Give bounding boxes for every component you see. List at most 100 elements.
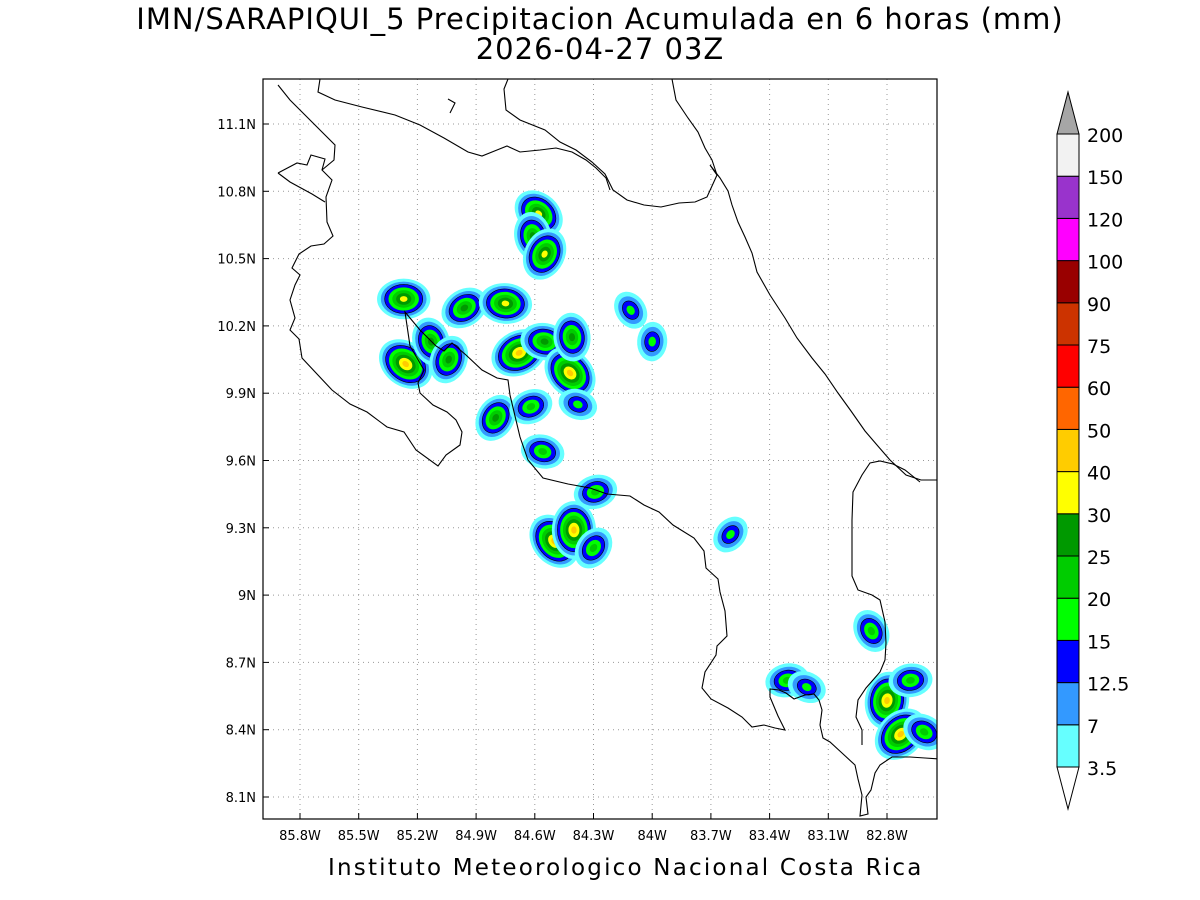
precip-cell bbox=[553, 312, 591, 362]
y-tick-label: 10.8N bbox=[217, 185, 256, 200]
graticule bbox=[263, 79, 937, 819]
contour-line bbox=[435, 343, 462, 376]
pacific-coastline bbox=[277, 154, 937, 817]
contour-line bbox=[567, 396, 588, 413]
colorbar-label: 7 bbox=[1087, 716, 1099, 738]
precip-contour bbox=[460, 304, 469, 312]
colorbar-label: 30 bbox=[1087, 505, 1111, 527]
precip-contour bbox=[906, 676, 915, 684]
x-tick-label: 84W bbox=[637, 829, 667, 844]
precip-contour bbox=[884, 696, 890, 705]
precip-contour bbox=[399, 296, 408, 302]
y-tick-label: 11.1N bbox=[217, 118, 256, 133]
colorbar-label: 120 bbox=[1087, 209, 1123, 231]
precip-contour bbox=[648, 336, 656, 347]
lake-nicaragua-shore bbox=[317, 79, 611, 191]
y-tick-label: 10.5N bbox=[217, 253, 256, 268]
contour-line bbox=[481, 402, 510, 434]
precip-cell bbox=[574, 527, 613, 569]
y-tick-label: 9.3N bbox=[226, 522, 256, 537]
colorbar-label: 3.5 bbox=[1087, 758, 1117, 780]
footer-credit: Instituto Meteorologico Nacional Costa R… bbox=[328, 855, 924, 881]
map-frame bbox=[262, 78, 938, 820]
colorbar-swatch bbox=[1056, 386, 1080, 430]
precip-cell bbox=[441, 287, 488, 329]
precip-contour bbox=[445, 355, 452, 364]
colorbar-arrow-high bbox=[1056, 90, 1080, 135]
precip-cell bbox=[888, 663, 933, 698]
precip-cell bbox=[614, 291, 648, 329]
colorbar-swatch bbox=[1056, 513, 1080, 557]
colorbar-swatch bbox=[1056, 175, 1080, 219]
colorbar-arrow-low bbox=[1056, 766, 1080, 811]
contour-line bbox=[622, 300, 640, 320]
contour-line bbox=[582, 481, 609, 503]
x-tick-label: 83.4W bbox=[749, 829, 791, 844]
colorbar-label: 60 bbox=[1087, 378, 1111, 400]
precip-cell bbox=[713, 516, 748, 553]
precip-contour bbox=[573, 400, 583, 409]
colorbar-swatch bbox=[1056, 597, 1080, 641]
precip-contour bbox=[867, 626, 875, 636]
y-tick-label: 8.1N bbox=[226, 791, 256, 806]
precip-contour bbox=[802, 683, 812, 692]
san-juan-river bbox=[671, 79, 718, 176]
precip-cell bbox=[475, 394, 516, 441]
contour-line bbox=[448, 294, 480, 322]
colorbar-label: 150 bbox=[1087, 167, 1123, 189]
colorbar-label: 20 bbox=[1087, 589, 1111, 611]
x-tick-label: 84.6W bbox=[514, 829, 556, 844]
x-tick-label: 85.2W bbox=[396, 829, 438, 844]
precip-contour bbox=[492, 414, 500, 422]
colorbar-label: 50 bbox=[1087, 420, 1111, 442]
colorbar-label: 40 bbox=[1087, 463, 1111, 485]
x-tick-label: 84.9W bbox=[455, 829, 497, 844]
colorbar-swatch bbox=[1056, 133, 1080, 177]
colorbar: 3.5 7 12.5 15 20 25 30 40 50 60 75 90 100 120 150 200 bbox=[1056, 90, 1129, 811]
contour-line bbox=[860, 618, 883, 644]
y-tick-label: 8.7N bbox=[226, 656, 256, 671]
colorbar-label: 100 bbox=[1087, 252, 1123, 274]
colorbar-swatch bbox=[1056, 260, 1080, 304]
precip-contour bbox=[566, 369, 574, 377]
colorbar-label: 25 bbox=[1087, 547, 1111, 569]
y-tick-label: 9.6N bbox=[226, 455, 256, 470]
map-valid-time: 2026-04-27 03Z bbox=[475, 32, 725, 66]
contour-line bbox=[517, 395, 545, 418]
precip-cell bbox=[478, 283, 533, 324]
x-tick-label: 83.1W bbox=[807, 829, 849, 844]
y-tick-label: 8.4N bbox=[226, 724, 256, 739]
precip-contour bbox=[501, 300, 510, 307]
precip-cell bbox=[903, 713, 937, 751]
colorbar-label: 90 bbox=[1087, 294, 1111, 316]
contour-line bbox=[384, 284, 424, 314]
contour-line bbox=[581, 535, 606, 561]
x-tick-label: 83.7W bbox=[690, 829, 732, 844]
colorbar-swatch bbox=[1056, 639, 1080, 684]
contour-line bbox=[721, 525, 740, 544]
nicaragua-border bbox=[277, 84, 336, 203]
precip-cell bbox=[637, 321, 668, 362]
coastline-and-borders bbox=[277, 79, 937, 817]
colorbar-swatch bbox=[1056, 724, 1080, 768]
y-tick-label: 10.2N bbox=[217, 320, 256, 335]
precip-contour bbox=[897, 730, 904, 738]
colorbar-swatch bbox=[1056, 555, 1080, 599]
precip-contour bbox=[568, 333, 576, 342]
precip-contour bbox=[515, 349, 523, 356]
precip-contour bbox=[526, 403, 536, 411]
colorbar-label: 75 bbox=[1087, 336, 1111, 358]
precip-cell bbox=[573, 474, 618, 510]
x-tick-label: 85.8W bbox=[279, 829, 321, 844]
precip-contour bbox=[540, 338, 549, 345]
precip-cell bbox=[522, 228, 567, 280]
precip-cell bbox=[853, 609, 890, 652]
precip-contour bbox=[726, 530, 735, 539]
x-tick-label: 85.5W bbox=[338, 829, 380, 844]
contour-line bbox=[528, 235, 561, 273]
colorbar-swatch bbox=[1056, 471, 1080, 515]
precip-cell bbox=[378, 339, 433, 389]
precip-contour bbox=[402, 360, 409, 368]
y-tick-label: 9N bbox=[238, 589, 256, 604]
